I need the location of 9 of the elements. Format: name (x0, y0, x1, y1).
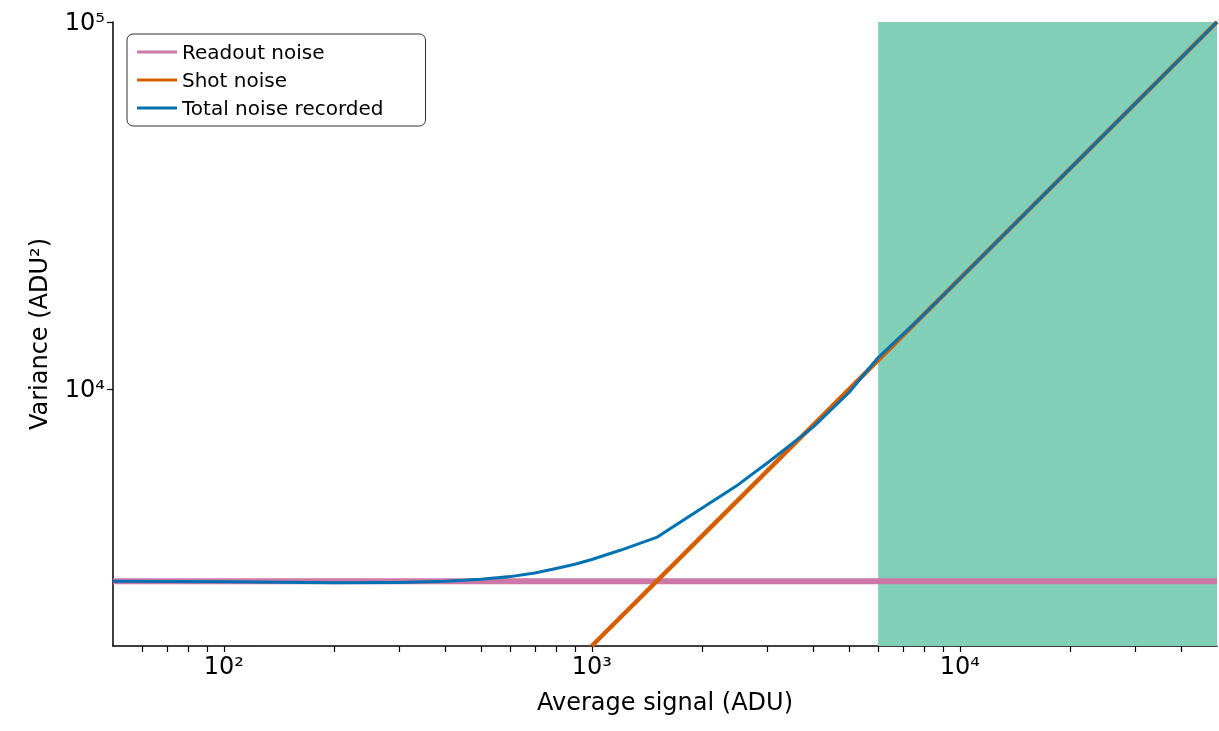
x-tick-label: 10⁴ (939, 652, 980, 680)
legend-label: Shot noise (182, 68, 287, 92)
x-tick-label: 10³ (571, 652, 612, 680)
x-tick-label: 10² (203, 652, 244, 680)
y-axis-title: Variance (ADU²) (25, 237, 53, 431)
legend-label: Total noise recorded (181, 96, 384, 120)
x-axis-title: Average signal (ADU) (537, 688, 793, 716)
legend-label: Readout noise (182, 40, 325, 64)
y-tick-label: 10⁵ (64, 8, 105, 36)
